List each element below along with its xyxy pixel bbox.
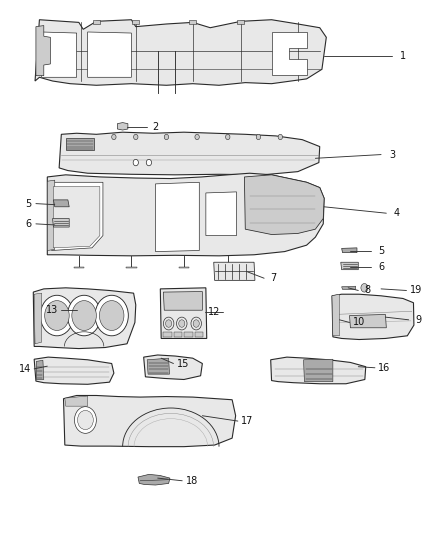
- Polygon shape: [237, 20, 244, 24]
- Text: 3: 3: [389, 150, 395, 159]
- Polygon shape: [88, 32, 131, 77]
- Polygon shape: [341, 262, 358, 270]
- Polygon shape: [59, 132, 320, 175]
- Text: 19: 19: [410, 286, 422, 295]
- Circle shape: [112, 134, 116, 140]
- Polygon shape: [65, 396, 88, 406]
- Polygon shape: [223, 266, 233, 268]
- Circle shape: [133, 159, 138, 166]
- Circle shape: [95, 295, 128, 336]
- Polygon shape: [189, 20, 196, 24]
- Polygon shape: [132, 20, 139, 24]
- Circle shape: [193, 320, 199, 327]
- Circle shape: [191, 317, 201, 330]
- Circle shape: [72, 301, 96, 330]
- Polygon shape: [126, 266, 137, 268]
- Polygon shape: [34, 357, 114, 384]
- Polygon shape: [53, 187, 100, 248]
- Text: 6: 6: [25, 219, 32, 229]
- Text: 6: 6: [378, 262, 384, 271]
- Text: 1: 1: [400, 51, 406, 61]
- Circle shape: [67, 295, 101, 336]
- Text: 13: 13: [46, 305, 58, 315]
- Polygon shape: [272, 32, 307, 75]
- Polygon shape: [117, 123, 128, 130]
- Text: 14: 14: [19, 364, 32, 374]
- Polygon shape: [93, 20, 100, 24]
- Text: 5: 5: [378, 246, 384, 255]
- Polygon shape: [179, 266, 189, 268]
- Polygon shape: [52, 182, 103, 251]
- Polygon shape: [36, 360, 44, 379]
- Circle shape: [163, 317, 174, 330]
- Circle shape: [226, 134, 230, 140]
- Polygon shape: [36, 26, 50, 76]
- Polygon shape: [342, 286, 356, 289]
- Polygon shape: [155, 182, 199, 252]
- Text: 9: 9: [415, 315, 421, 325]
- Polygon shape: [47, 180, 55, 251]
- Circle shape: [256, 134, 261, 140]
- Circle shape: [134, 134, 138, 140]
- Polygon shape: [350, 314, 386, 328]
- Text: 2: 2: [152, 122, 159, 132]
- Circle shape: [166, 320, 172, 327]
- Polygon shape: [138, 474, 170, 485]
- Polygon shape: [53, 200, 69, 207]
- Circle shape: [177, 317, 187, 330]
- Polygon shape: [74, 266, 84, 268]
- Polygon shape: [332, 294, 339, 336]
- Text: 8: 8: [365, 286, 371, 295]
- Polygon shape: [35, 20, 326, 85]
- Text: 7: 7: [271, 273, 277, 283]
- Polygon shape: [163, 332, 172, 337]
- Polygon shape: [304, 359, 333, 382]
- Circle shape: [361, 284, 368, 292]
- Polygon shape: [332, 294, 414, 340]
- Polygon shape: [33, 288, 136, 349]
- Polygon shape: [184, 332, 193, 337]
- Polygon shape: [174, 332, 182, 337]
- Polygon shape: [42, 32, 77, 77]
- Polygon shape: [214, 262, 255, 280]
- Circle shape: [40, 295, 74, 336]
- Polygon shape: [53, 219, 69, 227]
- Polygon shape: [342, 248, 357, 253]
- Circle shape: [179, 320, 185, 327]
- Circle shape: [45, 301, 69, 330]
- Polygon shape: [271, 357, 366, 384]
- Circle shape: [99, 301, 124, 330]
- Circle shape: [164, 134, 169, 140]
- Polygon shape: [206, 192, 237, 236]
- Polygon shape: [144, 355, 202, 379]
- Polygon shape: [160, 288, 207, 338]
- Text: 15: 15: [177, 359, 189, 368]
- Text: 5: 5: [25, 199, 32, 208]
- Circle shape: [74, 407, 96, 433]
- Polygon shape: [64, 395, 236, 447]
- Polygon shape: [147, 358, 170, 374]
- Circle shape: [278, 134, 283, 140]
- Text: 18: 18: [186, 476, 198, 486]
- Text: 12: 12: [208, 307, 221, 317]
- Circle shape: [195, 134, 199, 140]
- Text: 16: 16: [378, 363, 391, 373]
- Circle shape: [146, 159, 152, 166]
- Polygon shape: [195, 332, 203, 337]
- Polygon shape: [47, 173, 324, 256]
- Polygon shape: [34, 293, 42, 344]
- Polygon shape: [163, 292, 202, 310]
- Text: 4: 4: [393, 208, 399, 218]
- Text: 17: 17: [241, 416, 254, 426]
- Polygon shape: [66, 138, 94, 150]
- Polygon shape: [244, 175, 324, 235]
- Text: 10: 10: [353, 318, 365, 327]
- Circle shape: [78, 410, 93, 430]
